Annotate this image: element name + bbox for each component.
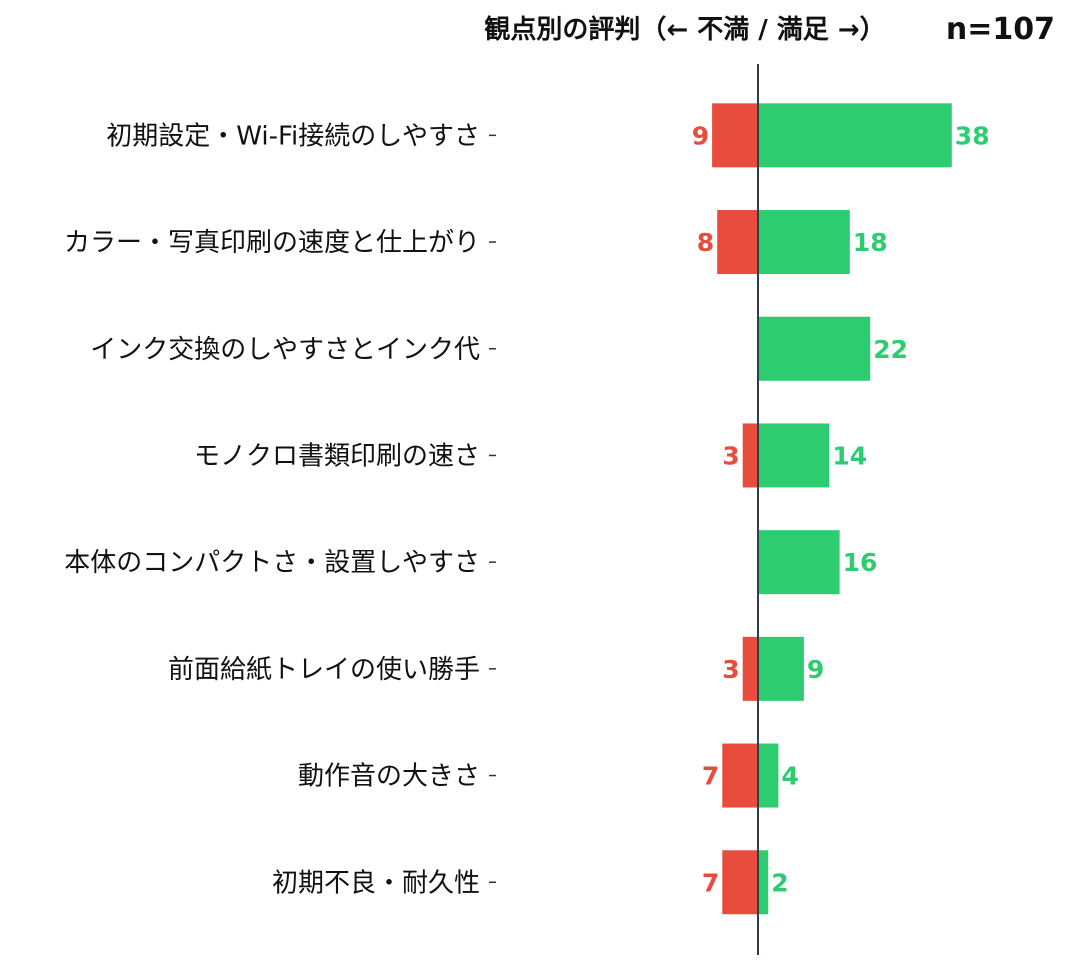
value-labels: 9 38 8 18 22 3 14 16 3 9 7 4 7 2 — [692, 121, 990, 897]
bar-satisfied — [758, 850, 769, 915]
bar-dissatisfied — [742, 636, 758, 701]
bar-dissatisfied — [722, 743, 758, 808]
value-label-dissatisfied: 3 — [722, 655, 739, 684]
y-axis-ticks — [489, 134, 496, 883]
bar-dissatisfied — [722, 850, 758, 915]
value-label-dissatisfied: 3 — [722, 441, 739, 470]
category-labels: 初期設定・Wi-Fi接続のしやすさカラー・写真印刷の速度と仕上がりインク交換のし… — [64, 121, 480, 898]
value-label-satisfied: 4 — [781, 762, 798, 791]
bar-dissatisfied — [712, 103, 758, 168]
bar-satisfied — [758, 210, 850, 275]
value-label-satisfied: 38 — [955, 121, 990, 150]
sample-size-label: n=107 — [946, 12, 1055, 47]
bar-satisfied — [758, 530, 840, 595]
bar-satisfied — [758, 743, 779, 808]
value-label-satisfied: 22 — [873, 335, 908, 364]
bar-satisfied — [758, 316, 871, 381]
value-label-satisfied: 18 — [853, 228, 888, 257]
category-label: 初期不良・耐久性 — [272, 868, 480, 898]
category-label: モノクロ書類印刷の速さ — [194, 441, 480, 471]
bar-dissatisfied — [717, 210, 758, 275]
chart-title: 観点別の評判（← 不満 / 満足 →） — [484, 14, 885, 45]
bars — [712, 103, 952, 915]
value-label-dissatisfied: 9 — [692, 121, 709, 150]
value-label-satisfied: 14 — [832, 441, 867, 470]
bar-satisfied — [758, 636, 804, 701]
category-label: カラー・写真印刷の速度と仕上がり — [64, 228, 480, 258]
category-label: 前面給紙トレイの使い勝手 — [168, 655, 480, 685]
value-label-satisfied: 16 — [843, 548, 878, 577]
category-label: 本体のコンパクトさ・設置しやすさ — [64, 548, 480, 578]
category-label: インク交換のしやすさとインク代 — [90, 335, 480, 365]
value-label-dissatisfied: 7 — [702, 762, 719, 791]
category-label: 動作音の大きさ — [298, 762, 480, 792]
bar-satisfied — [758, 423, 830, 488]
value-label-dissatisfied: 7 — [702, 868, 719, 897]
bar-satisfied — [758, 103, 952, 168]
bar-dissatisfied — [742, 423, 758, 488]
category-label: 初期設定・Wi-Fi接続のしやすさ — [106, 121, 480, 151]
value-label-dissatisfied: 8 — [697, 228, 714, 257]
value-label-satisfied: 9 — [807, 655, 824, 684]
value-label-satisfied: 2 — [771, 868, 788, 897]
